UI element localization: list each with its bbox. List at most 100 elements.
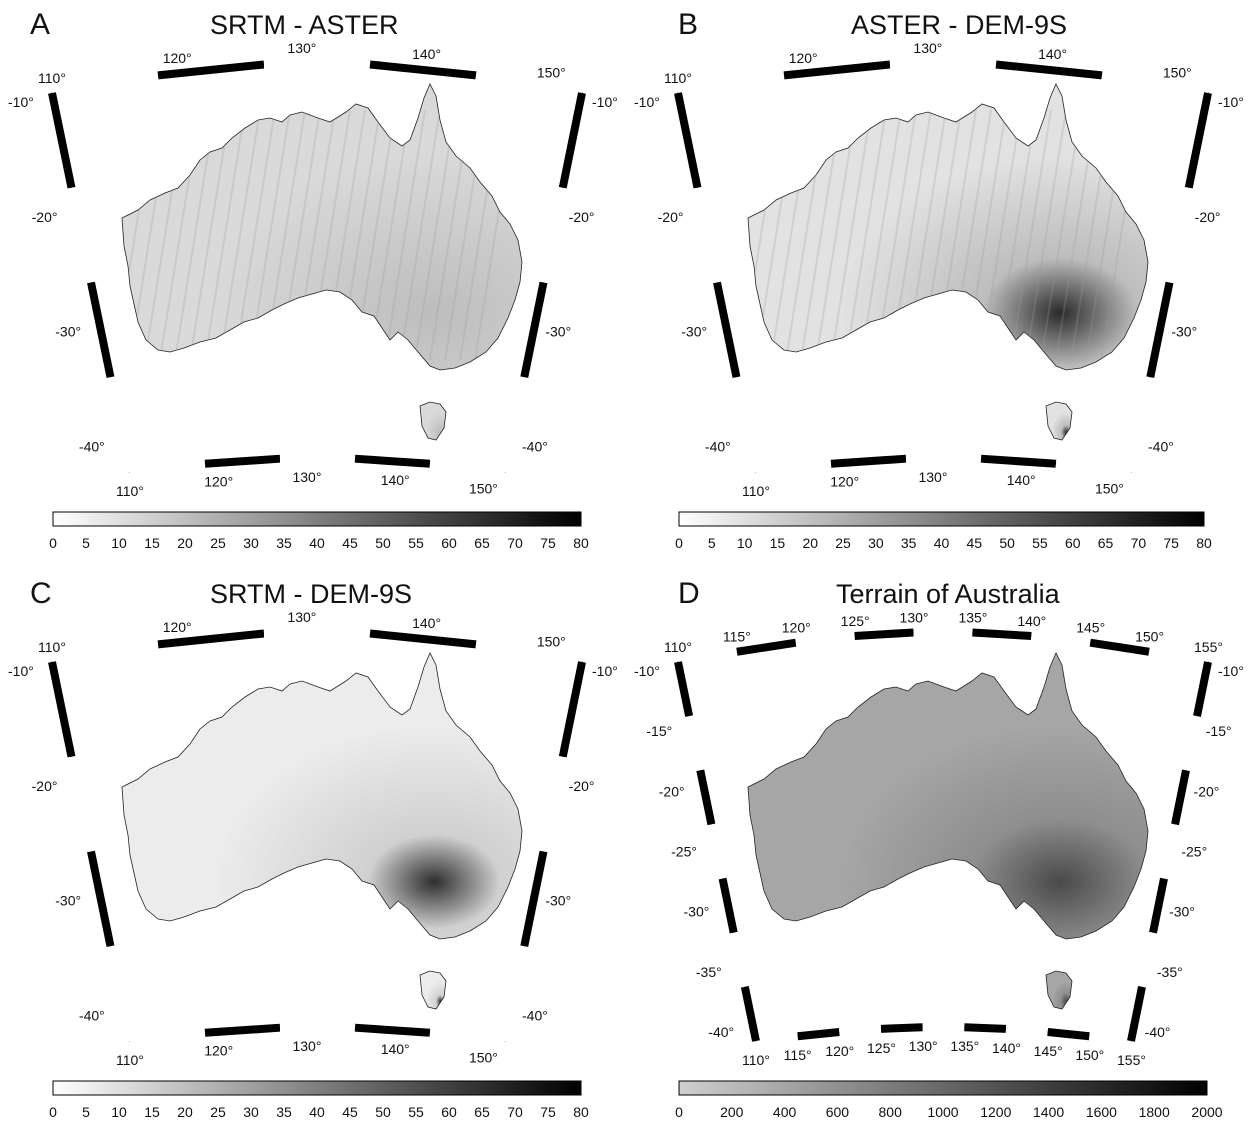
panel-letter: D [678,577,700,610]
colorbar-tick-label: 0 [49,535,57,551]
panel-title: ASTER - DEM-9S [851,10,1068,40]
colorbar [52,1080,582,1096]
bottom-lon-label: 140° [381,472,410,488]
left-lat-label: -10° [634,94,660,110]
right-lat-label: -10° [592,94,618,110]
colorbar-tick-label: 65 [474,1104,490,1120]
top-lon-label: 125° [841,613,870,629]
map-panel-d: 110° 115° 120° 125° 130° 135° 140° 145° 150° 155°… [626,569,1251,1137]
top-lon-label: 135° [958,609,987,625]
colorbar-tick-label: 80 [573,1104,589,1120]
bottom-lon-label: 150° [469,480,498,496]
bottom-lon-label: 140° [992,1040,1021,1056]
colorbar-tick-label: 25 [835,535,851,551]
left-lat-label: -40° [79,439,105,455]
colorbar-tick-label: 35 [901,535,917,551]
right-lat-label: -35° [1157,964,1183,980]
bottom-lon-label: 150° [1095,480,1124,496]
panel-letter: B [678,8,699,41]
colorbar-tick-label: 45 [342,535,358,551]
colorbar-tick-label: 70 [507,1104,523,1120]
top-lon-label: 120° [163,50,192,66]
top-lon-label: 110° [664,70,692,86]
colorbar-tick-label: 800 [879,1104,903,1120]
right-lat-label: -40° [522,439,548,455]
map-svg: 110° 120° 130° 140° 150° 110° 120° 130° 140° 150°… [8,609,618,1120]
colorbar-tick-label: 55 [408,1104,424,1120]
colorbar-tick-label: 45 [967,535,983,551]
top-lon-label: 150° [537,64,566,80]
colorbar-tick-label: 20 [177,1104,193,1120]
right-lat-label: -25° [1181,843,1207,859]
bottom-lon-label: 110° [742,483,770,499]
colorbar-tick-label: 65 [474,535,490,551]
colorbar-tick-label: 65 [1098,535,1114,551]
colorbar-tick-label: 55 [1032,535,1048,551]
left-lat-label: -20° [659,783,685,799]
map-svg: 110° 120° 130° 140° 150° 110° 120° 130° 140° 150°… [8,40,618,551]
bottom-lon-label: 130° [909,1038,938,1054]
colorbar-tick-label: 35 [276,535,292,551]
colorbar-tick-label: 80 [1196,535,1212,551]
colorbar-tick-label: 70 [1131,535,1147,551]
bottom-lon-label: 120° [204,1043,233,1059]
right-lat-label: -10° [1218,663,1244,679]
right-lat-label: -20° [1194,783,1220,799]
right-lat-label: -15° [1206,723,1232,739]
top-lon-label: 150° [1163,64,1192,80]
bottom-lon-label: 140° [1007,472,1036,488]
map-svg: 110° 115° 120° 125° 130° 135° 140° 145° 150° 155°… [634,609,1244,1120]
left-lat-label: -10° [8,94,34,110]
right-lat-label: -20° [569,778,595,794]
colorbar-tick-label: 10 [111,1104,127,1120]
left-lat-label: -30° [684,904,710,920]
top-lon-label: 150° [537,633,566,649]
top-lon-label: 140° [412,46,441,62]
top-lon-label: 110° [38,639,66,655]
tasmania-landmass [1045,970,1073,1010]
colorbar-tick-label: 50 [375,535,391,551]
map-panel-b: 110° 120° 130° 140° 150° 110° 120° 130° 140° 150°… [626,0,1251,568]
colorbar-tick-label: 40 [934,535,950,551]
bottom-lon-label: 150° [1075,1047,1104,1063]
bottom-lon-label: 145° [1034,1043,1063,1059]
colorbar-tick-label: 200 [720,1104,744,1120]
left-lat-label: -15° [646,723,672,739]
colorbar-tick-label: 5 [82,535,90,551]
colorbar [678,1080,1208,1096]
bottom-lon-label: 110° [116,1052,144,1068]
australia-landmass [121,83,523,371]
top-lon-label: 140° [1038,46,1067,62]
colorbar-tick-label: 55 [408,535,424,551]
bottom-lon-label: 130° [292,469,321,485]
colorbar-tick-label: 60 [1065,535,1081,551]
bottom-lon-label: 140° [381,1041,410,1057]
colorbar-tick-label: 50 [999,535,1015,551]
colorbar-tick-label: 50 [375,1104,391,1120]
colorbar-tick-label: 60 [441,1104,457,1120]
right-lat-label: -30° [545,893,571,909]
bottom-lon-label: 115° [784,1047,812,1063]
bottom-lon-label: 120° [204,474,233,490]
left-lat-label: -20° [32,778,58,794]
colorbar-tick-label: 5 [708,535,716,551]
colorbar-tick-label: 1200 [980,1104,1011,1120]
panel-letter: A [30,8,51,41]
map-panel-a: 110° 120° 130° 140° 150° 110° 120° 130° 140° 150°… [0,0,625,568]
colorbar-tick-label: 60 [441,535,457,551]
top-lon-label: 130° [913,40,942,56]
colorbar-tick-label: 30 [243,1104,259,1120]
right-lat-label: -30° [1169,904,1195,920]
colorbar-tick-label: 20 [177,535,193,551]
australia-landmass [747,652,1149,940]
colorbar-tick-label: 20 [802,535,818,551]
bottom-lon-label: 155° [1117,1052,1146,1068]
colorbar-tick-label: 1400 [1033,1104,1064,1120]
colorbar-tick-label: 40 [309,535,325,551]
colorbar-tick-label: 15 [770,535,786,551]
top-lon-label: 150° [1135,629,1164,645]
colorbar-tick-label: 10 [111,535,127,551]
tasmania-landmass [419,970,447,1010]
colorbar-tick-label: 35 [276,1104,292,1120]
map-svg: 110° 120° 130° 140° 150° 110° 120° 130° 140° 150°… [634,40,1244,551]
